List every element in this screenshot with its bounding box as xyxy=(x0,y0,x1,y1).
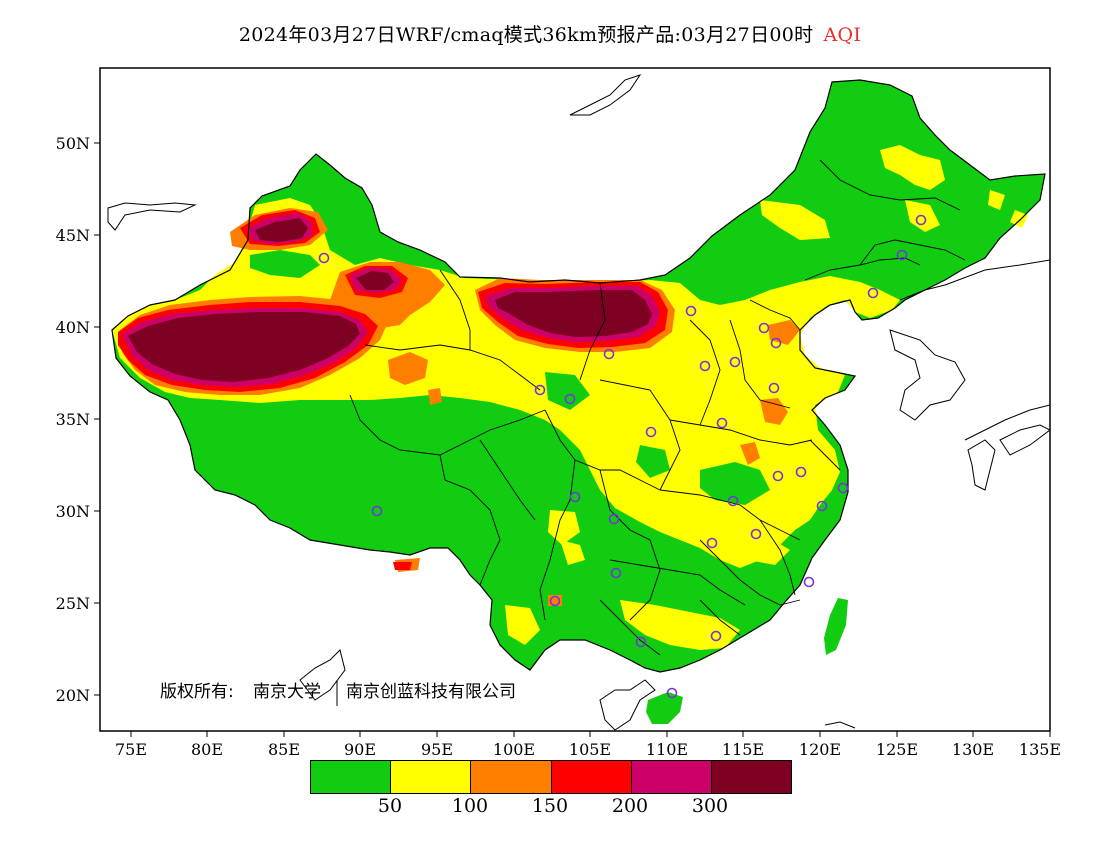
lon-label: 75E xyxy=(115,740,147,759)
legend-swatch-very-unhealthy xyxy=(631,761,712,793)
lat-label: 30N xyxy=(56,502,90,521)
lon-labels: 75E 80E 85E 90E 95E 100E 105E 110E 115E … xyxy=(115,740,1061,759)
lat-label: 20N xyxy=(56,686,90,705)
lon-label: 105E xyxy=(569,740,611,759)
legend-swatch-hazardous xyxy=(711,761,792,793)
taiwan-island xyxy=(824,598,848,655)
lon-label: 110E xyxy=(646,740,688,759)
lon-label: 120E xyxy=(799,740,841,759)
copyright-notice: 版权所有: 南京大学 南京创蓝科技有限公司 xyxy=(160,680,516,706)
lon-label: 115E xyxy=(722,740,764,759)
title-text: 2024年03月27日WRF/cmaq模式36km预报产品:03月27日00时 xyxy=(238,24,814,46)
lon-label: 85E xyxy=(268,740,300,759)
lat-labels: 50N 45N 40N 35N 30N 25N 20N xyxy=(56,134,90,705)
city-markers xyxy=(318,214,927,699)
legend-label: 300 xyxy=(691,795,729,817)
legend-labels: 50 100 150 200 300 xyxy=(0,795,1100,821)
lon-label: 90E xyxy=(344,740,376,759)
copyright-owner-label: 版权所有: xyxy=(160,682,234,702)
lat-label: 50N xyxy=(56,134,90,153)
legend-label: 150 xyxy=(531,795,569,817)
national-border xyxy=(111,79,1046,673)
map-title: 2024年03月27日WRF/cmaq模式36km预报产品:03月27日00时 A… xyxy=(0,20,1100,47)
foreign-coastlines xyxy=(107,74,1050,731)
lat-label: 35N xyxy=(56,410,90,429)
hainan-island xyxy=(646,692,683,724)
legend-label: 100 xyxy=(451,795,489,817)
aqi-green-patches xyxy=(250,250,770,505)
map-layers xyxy=(107,74,1050,731)
copyright-owner-2: 南京创蓝科技有限公司 xyxy=(346,682,516,702)
lon-label: 130E xyxy=(952,740,994,759)
color-legend xyxy=(310,760,792,794)
title-variable: AQI xyxy=(823,24,862,46)
aqi-maroon-zones xyxy=(128,218,652,382)
lon-ticks xyxy=(130,731,1051,737)
lat-ticks xyxy=(94,142,100,696)
map-frame xyxy=(99,67,1051,732)
legend-swatch-good xyxy=(311,761,392,793)
province-boundaries xyxy=(349,159,966,656)
lon-label: 80E xyxy=(191,740,223,759)
lon-label: 95E xyxy=(421,740,453,759)
lon-label: 100E xyxy=(493,740,535,759)
lon-label: 135E xyxy=(1019,740,1061,759)
lon-label: 125E xyxy=(876,740,918,759)
lat-label: 45N xyxy=(56,226,90,245)
legend-label: 200 xyxy=(611,795,649,817)
lat-label: 40N xyxy=(56,318,90,337)
legend-label: 50 xyxy=(377,795,403,817)
lat-label: 25N xyxy=(56,594,90,613)
legend-swatch-unhealthy xyxy=(551,761,632,793)
legend-swatch-moderate xyxy=(391,761,472,793)
copyright-owner-1: 南京大学 xyxy=(253,682,321,702)
legend-swatch-sensitive xyxy=(471,761,552,793)
